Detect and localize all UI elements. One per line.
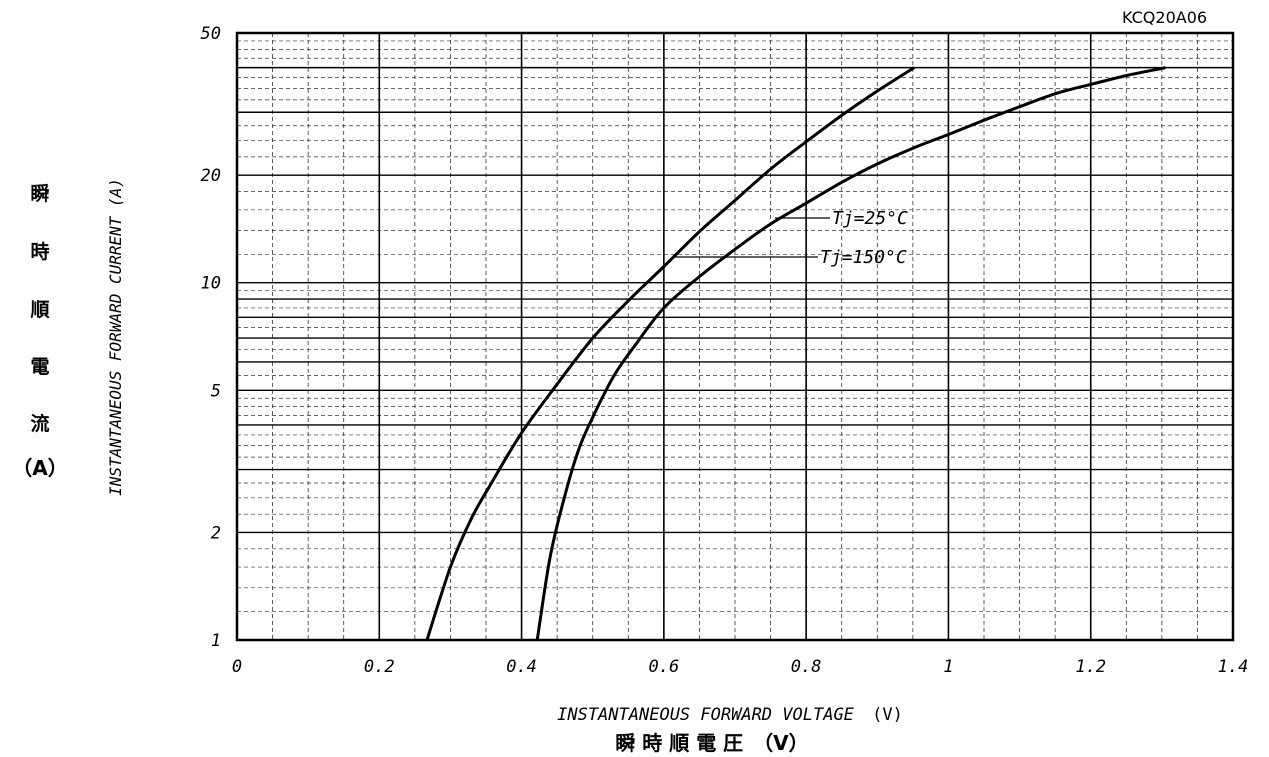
x-tick-label: 0 [232,657,242,677]
minor-grid [237,33,1233,640]
x-axis-label-jp: 瞬 時 順 電 圧 （V） [615,731,808,755]
x-axis-label-unit: (V) [872,705,903,725]
y-axis-label-jp-char: 時 [30,241,49,263]
series-lines [425,66,1166,641]
legend-label-150: Tj=150°C [820,247,907,268]
plot-frame [235,31,1235,642]
y-tick-labels: 1 2 5 10 20 50 [201,24,221,651]
series-line-tj25 [425,66,916,641]
part-code: KCQ20A06 [1122,8,1207,27]
x-axis-label-en: INSTANTANEOUS FORWARD VOLTAGE [557,705,855,725]
y-tick-label: 20 [201,166,221,186]
y-axis-label-jp-char: 流 [30,412,49,435]
y-axis-label-jp-char: 電 [30,356,49,378]
y-tick-label: 1 [211,631,221,651]
x-tick-label: 0.4 [506,657,537,677]
y-tick-label: 50 [201,24,221,44]
y-axis-label-jp-char: （A） [12,456,67,480]
x-tick-label: 1.2 [1075,657,1106,677]
legend-label-25: Tj=25°C [832,208,908,229]
series-line-tj150 [535,66,1166,641]
x-tick-label: 0.8 [791,657,822,677]
y-axis-label-jp-char: 瞬 [30,183,49,205]
svg-text:INSTANTANEOUS FORWARD VOLTAGE: INSTANTANEOUS FORWARD VOLTAGE (V) [557,705,903,725]
y-tick-label: 10 [201,274,221,294]
y-tick-label: 5 [211,381,221,401]
x-tick-label: 1 [943,657,953,677]
y-axis-label-jp-char: 順 [30,299,50,321]
x-tick-label: 0.6 [648,657,679,677]
x-tick-label: 1.4 [1218,657,1249,677]
y-tick-label: 2 [211,523,221,543]
x-tick-label: 0.2 [364,657,395,677]
x-tick-labels: 0 0.2 0.4 0.6 0.8 1 1.2 1.4 [232,657,1248,677]
y-axis-label-en: INSTANTANEOUS FORWARD CURRENT (A) [106,178,125,496]
